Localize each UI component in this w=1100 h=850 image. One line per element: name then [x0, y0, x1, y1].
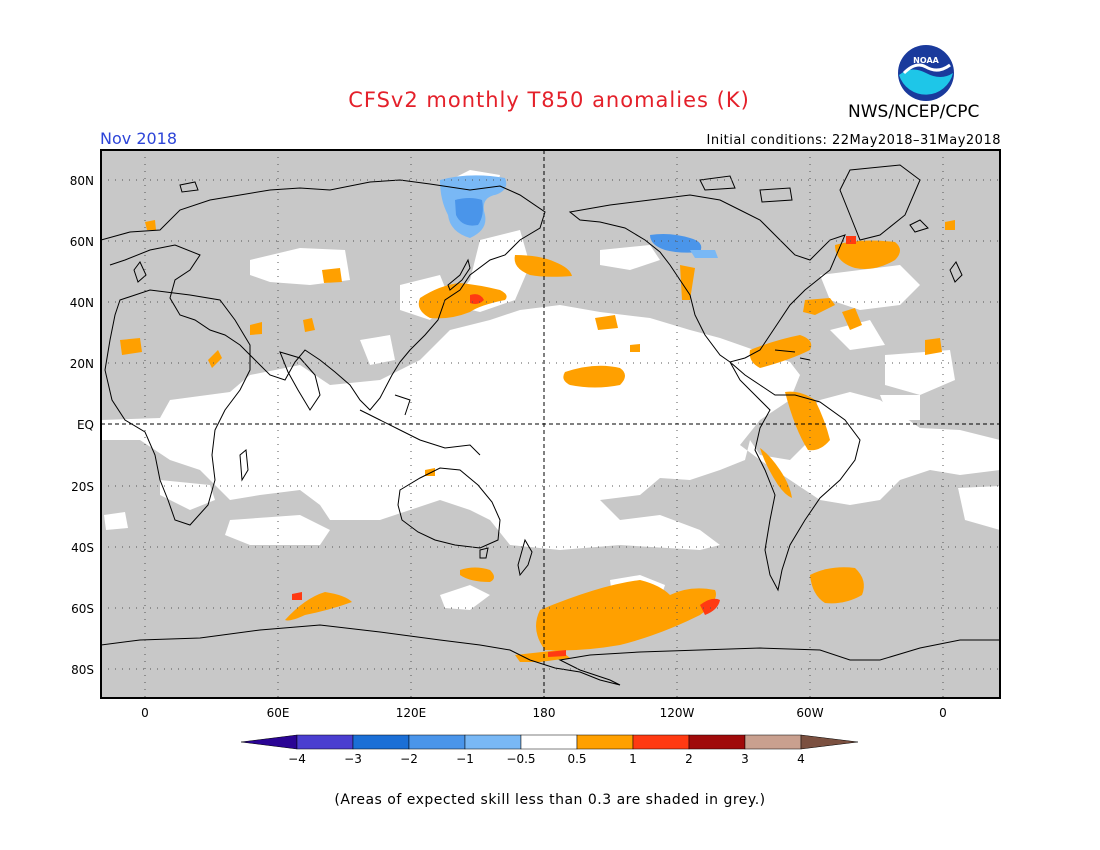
lon-label: 0 [939, 706, 947, 720]
lon-label: 120E [396, 706, 427, 720]
colorbar-label: −2 [400, 752, 418, 766]
equator-dateline [101, 150, 1000, 698]
colorbar-cell [464, 734, 522, 750]
lon-label: 60E [267, 706, 290, 720]
colorbar-cell [408, 734, 466, 750]
colorbar-label: 3 [741, 752, 749, 766]
colorbar-cell [296, 734, 354, 750]
colorbar-label: 1 [629, 752, 637, 766]
colorbar-cell [352, 734, 410, 750]
colorbar: −4 −3 −2 −1 −0.5 0.5 1 2 3 4 [240, 734, 859, 766]
lat-label: 40N [70, 296, 94, 310]
skill-note: (Areas of expected skill less than 0.3 a… [334, 792, 766, 808]
map-frame [100, 149, 1001, 699]
colorbar-label: −3 [344, 752, 362, 766]
colorbar-cell [576, 734, 634, 750]
agency-label: NWS/NCEP/CPC [848, 102, 980, 122]
lat-label: 80N [70, 174, 94, 188]
lat-label: 20N [70, 357, 94, 371]
latitude-labels: 80N 60N 40N 20N EQ 20S 40S 60S 80S [70, 174, 94, 677]
colorbar-cell [688, 734, 746, 750]
colorbar-label: −1 [456, 752, 474, 766]
colorbar-arrow-high [800, 734, 859, 750]
colorbar-label: 0.5 [567, 752, 586, 766]
longitude-labels: 0 60E 120E 180 120W 60W 0 [141, 706, 947, 720]
noaa-logo: NOAA [896, 43, 956, 107]
positive-anomaly-regions [120, 220, 955, 662]
colorbar-cell [632, 734, 690, 750]
lat-label: 60S [71, 602, 94, 616]
lat-label: 60N [70, 235, 94, 249]
coastlines [101, 164, 1000, 686]
lon-label: 180 [533, 706, 556, 720]
colorbar-label: 2 [685, 752, 693, 766]
lon-label: 120W [660, 706, 695, 720]
lat-label: EQ [77, 418, 94, 432]
lat-label: 40S [71, 541, 94, 555]
lat-label: 80S [71, 663, 94, 677]
lon-label: 0 [141, 706, 149, 720]
colorbar-label: 4 [797, 752, 805, 766]
colorbar-label: −4 [288, 752, 306, 766]
colorbar-label: −0.5 [506, 752, 535, 766]
colorbar-cell [744, 734, 802, 750]
negative-anomaly-regions [440, 175, 718, 258]
valid-month-label: Nov 2018 [100, 129, 178, 148]
svg-text:NOAA: NOAA [913, 56, 939, 65]
colorbar-arrow-low [240, 734, 298, 750]
initial-conditions-label: Initial conditions: 22May2018–31May2018 [706, 133, 1001, 148]
map-title: CFSv2 monthly T850 anomalies (K) [348, 88, 750, 112]
strong-positive-anomaly-regions [292, 236, 856, 657]
lat-label: 20S [71, 480, 94, 494]
colorbar-cell [520, 734, 578, 750]
lon-label: 60W [796, 706, 823, 720]
